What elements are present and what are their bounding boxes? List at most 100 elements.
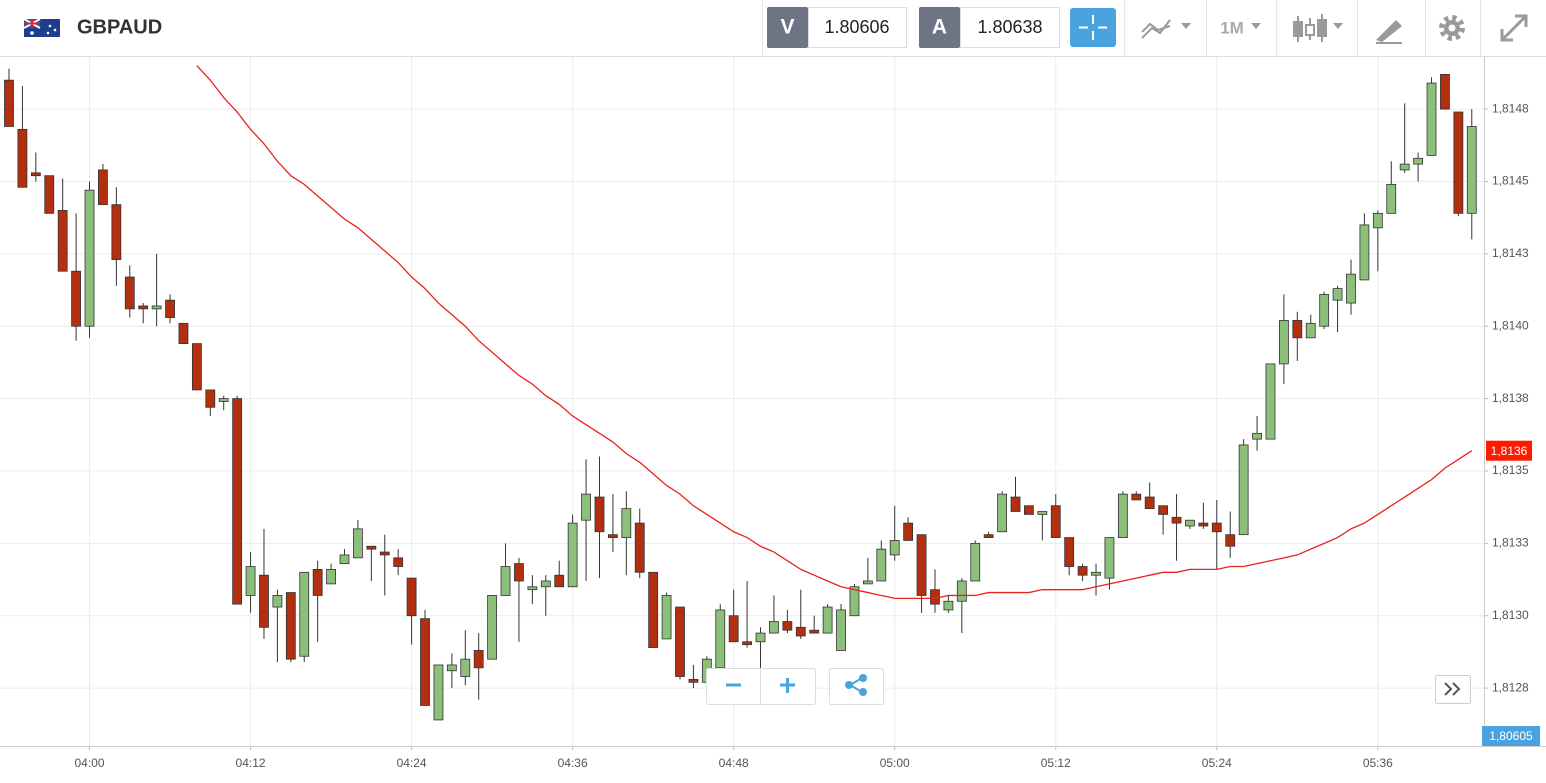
candle-body xyxy=(124,276,135,310)
candle-body xyxy=(259,574,269,628)
candle-body xyxy=(366,545,377,550)
candle-body xyxy=(379,551,390,556)
candle-body xyxy=(876,548,887,582)
candle-body xyxy=(1171,516,1182,524)
candle-body xyxy=(728,615,739,643)
y-tick-label: 1,8143 xyxy=(1492,246,1529,260)
x-tick-label: 04:36 xyxy=(558,756,588,770)
candle-body xyxy=(621,508,632,538)
candle-body xyxy=(554,574,565,588)
candle-body xyxy=(782,621,793,631)
candle-body xyxy=(1050,505,1061,538)
price-tags: 1,8136 1,80605 xyxy=(1482,440,1540,746)
candle-body xyxy=(836,609,846,651)
ask-box[interactable]: A 1.80638 xyxy=(919,7,1060,48)
candle-body xyxy=(191,343,202,391)
candle-body xyxy=(84,189,95,327)
candle-body xyxy=(970,542,981,582)
candle-body xyxy=(138,305,149,310)
crosshair-button[interactable] xyxy=(1070,8,1116,47)
candle-body xyxy=(17,128,28,188)
candle-body xyxy=(218,398,229,402)
share-button[interactable] xyxy=(829,668,884,705)
candle-body xyxy=(755,632,766,643)
y-tick-label: 1,8138 xyxy=(1492,391,1529,405)
candle-body xyxy=(44,175,55,214)
candle-body xyxy=(742,641,752,646)
candle-body xyxy=(715,609,726,669)
flag-icon xyxy=(23,18,60,37)
zoom-in-button[interactable] xyxy=(780,678,795,693)
candle-body xyxy=(1238,444,1249,536)
candle-body xyxy=(1225,534,1236,547)
candle-body xyxy=(943,600,954,611)
candle-body xyxy=(111,204,122,261)
candle-body xyxy=(71,270,81,327)
candle-body xyxy=(339,554,350,565)
candle-body xyxy=(1466,126,1477,214)
candle-body xyxy=(151,305,162,310)
candle-body xyxy=(1292,320,1303,339)
x-tick-label: 04:12 xyxy=(236,756,266,770)
candle-body xyxy=(1346,273,1356,304)
plot-area: 1,8128 1,8130 1,8133 1,8135 1,8138 1,8140 1,81… xyxy=(0,57,1546,770)
candle-body xyxy=(487,595,498,660)
candle-body xyxy=(567,522,578,588)
candle-body xyxy=(930,589,940,605)
chart-type-button[interactable] xyxy=(1141,19,1191,39)
candle-body xyxy=(285,592,296,660)
x-tick-label: 04:48 xyxy=(719,756,749,770)
candle-body xyxy=(769,621,779,634)
candle-body xyxy=(1372,212,1383,229)
candle-body xyxy=(326,569,336,585)
candle-body xyxy=(1279,320,1289,365)
candle-style-button[interactable] xyxy=(1293,14,1343,42)
timeframe: 1M xyxy=(1220,18,1244,37)
x-tick-label: 05:24 xyxy=(1202,756,1232,770)
candle-body xyxy=(460,658,471,677)
price-tag-bg xyxy=(1482,726,1540,746)
x-tick-label: 05:00 xyxy=(880,756,910,770)
candle-body xyxy=(1077,566,1088,576)
y-tick-label: 1,8148 xyxy=(1492,101,1529,115)
candle-body xyxy=(1265,363,1276,440)
candle-body xyxy=(956,580,967,602)
fullscreen-button[interactable] xyxy=(1500,14,1528,42)
y-tick-label: 1,8140 xyxy=(1492,318,1529,332)
scroll-to-end-button[interactable] xyxy=(1435,675,1471,704)
candle-body xyxy=(809,629,820,634)
candle-body xyxy=(178,322,189,345)
candle-body xyxy=(608,534,618,538)
y-tick-label: 1,8128 xyxy=(1492,680,1529,694)
candle-body xyxy=(1399,163,1410,171)
candle-body xyxy=(299,571,310,657)
candle-body xyxy=(581,493,591,521)
x-tick-label: 05:12 xyxy=(1041,756,1071,770)
candle-body xyxy=(1064,537,1075,567)
bid-price: 1.80606 xyxy=(824,17,889,37)
timeframe-button[interactable]: 1M xyxy=(1220,18,1261,37)
x-tick-label: 04:00 xyxy=(75,756,105,770)
candle-body xyxy=(514,563,524,582)
toolbar-separators xyxy=(762,0,1481,56)
candle-body xyxy=(205,389,216,408)
drawing-tool-button[interactable] xyxy=(1376,20,1402,44)
candle-body xyxy=(1144,496,1155,510)
candle-body xyxy=(272,595,283,608)
symbol: GBPAUD xyxy=(77,16,162,38)
zoom-controls xyxy=(706,668,884,705)
candle-body xyxy=(232,398,243,605)
candle-body xyxy=(1413,157,1423,165)
candle-body xyxy=(1198,522,1209,527)
candle-body xyxy=(1010,496,1021,512)
candle-body xyxy=(500,566,511,596)
candle-body xyxy=(688,679,699,683)
settings-button[interactable] xyxy=(1439,15,1465,41)
x-tick-label: 05:36 xyxy=(1363,756,1393,770)
ma-tag: 1,8136 xyxy=(1491,444,1528,458)
candle-body xyxy=(165,299,175,318)
candle-body xyxy=(312,569,323,596)
ma-tag-bg xyxy=(1486,440,1532,461)
bid-box[interactable]: V 1.80606 xyxy=(767,7,907,48)
candle-body xyxy=(1305,322,1316,339)
